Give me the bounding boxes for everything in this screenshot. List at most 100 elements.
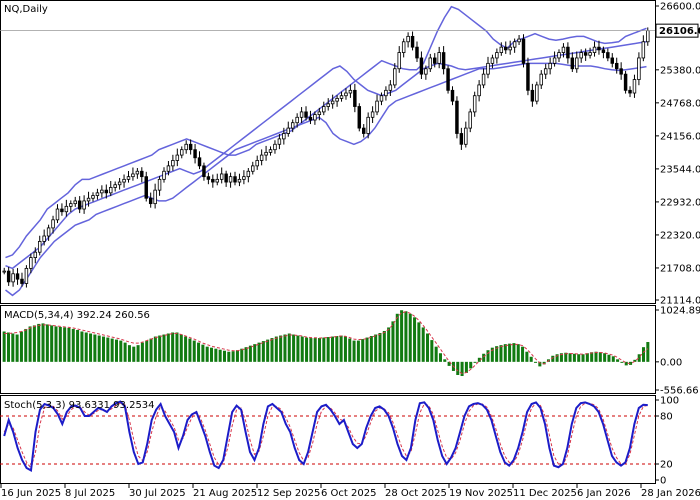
candle-body <box>623 73 628 91</box>
candle-body <box>632 79 637 94</box>
macd-histogram-bar <box>516 344 520 362</box>
macd-histogram-bar <box>54 326 58 362</box>
price-y-tick-label: 26600.0 <box>660 2 700 13</box>
macd-histogram-bar <box>309 338 313 362</box>
candle-body <box>20 278 24 284</box>
macd-histogram-bar <box>438 353 442 362</box>
macd-histogram-bar <box>127 345 131 362</box>
macd-histogram-bar <box>179 334 183 362</box>
macd-histogram-bar <box>555 354 559 362</box>
candle-body <box>330 100 335 105</box>
candle-body <box>384 89 388 97</box>
macd-histogram-bar <box>572 353 576 362</box>
macd-histogram-bar <box>464 361 468 373</box>
candle-body <box>46 227 51 237</box>
candle-body <box>477 84 481 97</box>
x-tick-label: 6 Jan 2026 <box>577 488 631 499</box>
candle-body <box>104 189 109 194</box>
macd-histogram-bar <box>590 352 594 362</box>
candle-body <box>552 57 557 64</box>
candle-body <box>113 184 117 188</box>
macd-histogram-bar <box>382 330 386 362</box>
candle-body <box>370 111 375 118</box>
macd-histogram-bar <box>197 342 201 362</box>
x-tick-label: 21 Aug 2025 <box>193 488 257 499</box>
macd-histogram-bar <box>495 346 499 362</box>
macd-histogram-bar <box>447 361 451 366</box>
macd-histogram-bar <box>270 338 274 362</box>
candle-body <box>64 205 69 213</box>
macd-y-tick-label: 1024.89 <box>660 306 700 317</box>
stoch-signal-line <box>3 402 648 470</box>
candle-body <box>153 189 157 205</box>
candle-body <box>264 151 268 156</box>
macd-histogram-bar <box>430 340 434 362</box>
macd-histogram-bar <box>313 338 317 362</box>
candle-body <box>317 111 322 116</box>
candle-body <box>570 57 575 70</box>
candle-body <box>126 176 131 180</box>
candle-body <box>86 197 91 202</box>
macd-histogram-bar <box>400 310 404 362</box>
candle-body <box>566 46 570 59</box>
macd-panel[interactable] <box>0 305 656 394</box>
current-price-value: 26106.0 <box>659 26 700 37</box>
candle-body <box>42 235 46 242</box>
macd-histogram-bar <box>171 332 175 362</box>
candle-body <box>379 95 384 102</box>
candle-body <box>357 106 362 129</box>
candle-body <box>628 89 632 94</box>
current-price-label <box>655 23 699 38</box>
macd-histogram-bar <box>620 361 624 363</box>
macd-histogram-bar <box>253 344 257 362</box>
macd-histogram-bar <box>426 333 430 362</box>
bollinger-upper-line <box>5 5 647 259</box>
stoch-panel[interactable] <box>0 395 656 484</box>
candle-body <box>29 257 33 269</box>
candle-body <box>175 154 180 161</box>
x-tick-label: 8 Jul 2025 <box>65 488 115 499</box>
macd-histogram-bar <box>646 342 650 362</box>
candle-body <box>393 68 397 86</box>
macd-histogram-bar <box>322 337 326 362</box>
macd-histogram-bar <box>2 331 6 362</box>
macd-histogram-bar <box>41 323 45 362</box>
x-tick-label: 6 Oct 2025 <box>321 488 376 499</box>
candle-body <box>348 89 353 94</box>
candle-body <box>450 89 455 102</box>
macd-histogram-bar <box>24 328 28 362</box>
candle-body <box>557 52 561 59</box>
stoch-title: Stoch(5,3,3) 93.6331 93.2534 <box>4 400 155 411</box>
candle-body <box>11 273 15 283</box>
candle-body <box>6 270 11 283</box>
candle-body <box>286 127 291 134</box>
macd-histogram-bar <box>6 332 10 362</box>
price-panel[interactable] <box>0 0 656 304</box>
candle-body <box>419 57 424 75</box>
candle-body <box>193 149 197 159</box>
price-chart <box>0 5 655 297</box>
macd-histogram-bar <box>326 337 330 362</box>
candle-body <box>353 89 357 107</box>
candle-body <box>237 178 242 183</box>
macd-histogram-bar <box>434 346 438 362</box>
x-tick-label: 28 Jan 2026 <box>641 488 700 499</box>
candle-body <box>277 138 282 145</box>
candle-body <box>575 57 579 70</box>
candle-body <box>339 95 344 99</box>
candle-body <box>614 62 619 70</box>
candle-body <box>144 176 148 199</box>
candle-body <box>441 52 446 70</box>
candle-body <box>206 176 211 180</box>
macd-histogram-bar <box>633 359 637 362</box>
candle-body <box>135 170 140 175</box>
macd-histogram-bar <box>222 350 226 362</box>
macd-histogram-bar <box>240 348 244 362</box>
candle-body <box>526 62 530 91</box>
macd-histogram-bar <box>37 323 41 362</box>
macd-histogram-bar <box>395 313 399 362</box>
candle-body <box>397 52 401 70</box>
bollinger-middle-line <box>5 41 647 270</box>
